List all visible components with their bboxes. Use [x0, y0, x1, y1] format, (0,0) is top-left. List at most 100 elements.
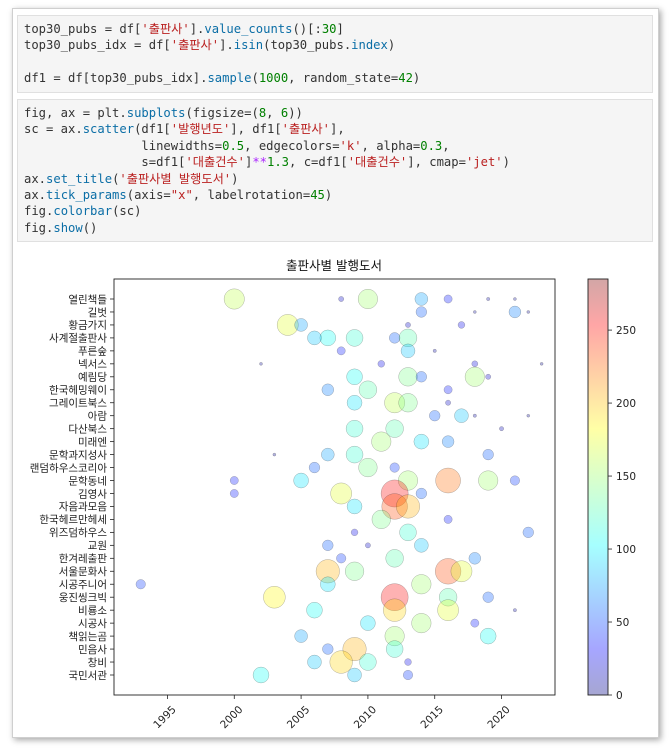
scatter-point [464, 366, 485, 387]
scatter-point [473, 310, 477, 314]
scatter-point [411, 613, 432, 634]
code-token: 8 [258, 106, 267, 120]
notebook-frame: top30_pubs = df['출판사'].value_counts()[:3… [12, 8, 659, 738]
scatter-point [377, 360, 385, 368]
y-tick-label: 책읽는곰 [68, 630, 107, 643]
code-line: fig.colorbar(sc) [24, 203, 646, 219]
code-cell-1[interactable]: top30_pubs = df['출판사'].value_counts()[:3… [17, 15, 653, 93]
scatter-point [398, 393, 418, 413]
y-tick-label: 김영사 [78, 488, 107, 500]
y-tick-label: 문학동네 [68, 475, 107, 487]
scatter-point [342, 637, 367, 662]
colorbar-tick-label: 100 [616, 544, 636, 556]
y-tick-label: 국민서관 [68, 670, 107, 682]
code-token: 'k' [339, 138, 362, 153]
scatter-point [454, 408, 469, 423]
y-tick-label: 아람 [88, 409, 108, 422]
code-token: ) [231, 171, 239, 186]
code-token: 45 [310, 187, 325, 202]
scatter-point [346, 368, 363, 386]
scatter-point [438, 588, 458, 607]
code-cell-2[interactable]: fig, ax = plt.subplots(figsize=(8, 6)) sc… [17, 99, 653, 242]
scatter-point [385, 419, 404, 438]
code-token: ]. [219, 38, 234, 53]
scatter-point [472, 413, 477, 418]
scatter-point [526, 413, 531, 418]
code-token: colorbar [53, 204, 113, 219]
scatter-point [482, 591, 494, 603]
scatter-point [294, 629, 308, 643]
code-token: 0.5 [222, 138, 245, 153]
code-line: fig, ax = plt.subplots(figsize=(8, 6)) [24, 105, 646, 121]
scatter-point [522, 526, 534, 538]
scatter-point [371, 431, 392, 452]
scatter-point [329, 650, 353, 674]
code-token: 'jet' [465, 155, 503, 170]
scatter-point [457, 321, 466, 329]
y-tick-label: 한국헤르만헤세 [39, 513, 107, 526]
code-token: , edgecolors= [244, 138, 340, 153]
scatter-point [509, 475, 520, 486]
scatter-point [470, 618, 480, 628]
y-tick-label: 예림당 [78, 371, 107, 384]
scatter-point [385, 640, 404, 658]
scatter-point [445, 399, 451, 406]
scatter-point [345, 445, 364, 464]
scatter-point [252, 666, 270, 684]
y-tick-label: 창비 [88, 657, 107, 669]
code-token: ] [244, 155, 253, 170]
code-line: ax.tick_params(axis="x", labelrotation=4… [24, 187, 646, 203]
code-token: value_counts [204, 22, 293, 36]
code-token: 1000 [258, 71, 289, 86]
scatter-point [322, 539, 334, 551]
y-tick-label: 서울문화사 [59, 566, 108, 578]
scatter-point [415, 371, 427, 383]
x-tick-label: 1995 [151, 704, 178, 731]
colorbar-tick-label: 50 [616, 617, 629, 629]
y-tick-label: 웅진씽크빅 [59, 592, 107, 604]
scatter-point [272, 452, 277, 457]
scatter-point [399, 523, 417, 542]
y-tick-label: 한국헤밍웨이 [49, 384, 107, 397]
scatter-point [346, 498, 363, 515]
scatter-point [229, 489, 239, 498]
code-token: '발행년도' [170, 122, 231, 137]
code-token: ) [502, 155, 510, 170]
code-token: (sc) [112, 204, 142, 219]
code-editor[interactable]: fig, ax = plt.subplots(figsize=(8, 6)) sc… [18, 100, 652, 241]
code-line: top30_pubs_idx = df['출판사'].isin(top30_pu… [24, 37, 646, 53]
scatter-point [389, 462, 400, 473]
code-token: ]. [189, 22, 205, 36]
scatter-point [468, 552, 482, 565]
colorbar-tick-label: 0 [616, 690, 623, 702]
x-tick-label: 2015 [419, 704, 446, 731]
scatter-point [321, 383, 335, 396]
code-token: set_title [46, 171, 113, 186]
code-token: (top30_pubs. [263, 38, 352, 53]
scatter-point [307, 330, 322, 346]
scatter-point [482, 448, 494, 461]
code-editor[interactable]: top30_pubs = df['출판사'].value_counts()[:3… [18, 16, 652, 92]
x-tick-label: 2020 [485, 704, 512, 731]
y-tick-label: 위즈덤하우스 [49, 526, 107, 539]
y-tick-label: 미래엔 [78, 436, 107, 448]
code-token: top30_pubs = df[ [24, 22, 142, 36]
scatter-point [478, 470, 499, 491]
y-tick-label: 사계절출판사 [49, 332, 107, 345]
code-token: 6 [280, 106, 289, 120]
scatter-point [336, 553, 347, 564]
code-token: () [82, 220, 98, 235]
scatter-point [398, 328, 418, 348]
scatter-point [405, 322, 411, 328]
scatter-point [471, 360, 479, 368]
scatter-point [414, 292, 429, 306]
code-token: show [53, 220, 83, 235]
code-token: ], cmap= [407, 155, 466, 170]
code-token: ( [112, 171, 120, 186]
scatter-point [383, 598, 407, 622]
code-token: 1.3 [267, 155, 290, 170]
code-token: 0.3 [420, 138, 443, 153]
scatter-point [384, 392, 406, 414]
scatter-point [415, 306, 427, 318]
scatter-point [359, 653, 377, 671]
